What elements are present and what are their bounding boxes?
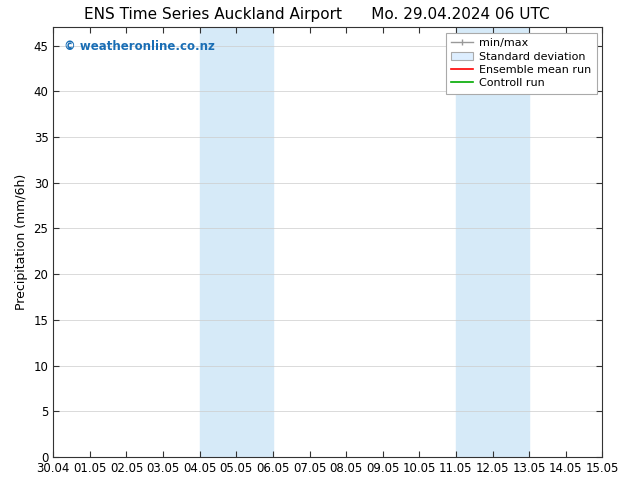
Y-axis label: Precipitation (mm/6h): Precipitation (mm/6h) (15, 174, 28, 310)
Text: © weatheronline.co.nz: © weatheronline.co.nz (64, 40, 215, 53)
Bar (200, 27, 273, 457)
Text: ENS Time Series Auckland Airport      Mo. 29.04.2024 06 UTC: ENS Time Series Auckland Airport Mo. 29.… (84, 7, 550, 23)
Legend: min/max, Standard deviation, Ensemble mean run, Controll run: min/max, Standard deviation, Ensemble me… (446, 33, 597, 94)
Bar (456, 27, 529, 457)
